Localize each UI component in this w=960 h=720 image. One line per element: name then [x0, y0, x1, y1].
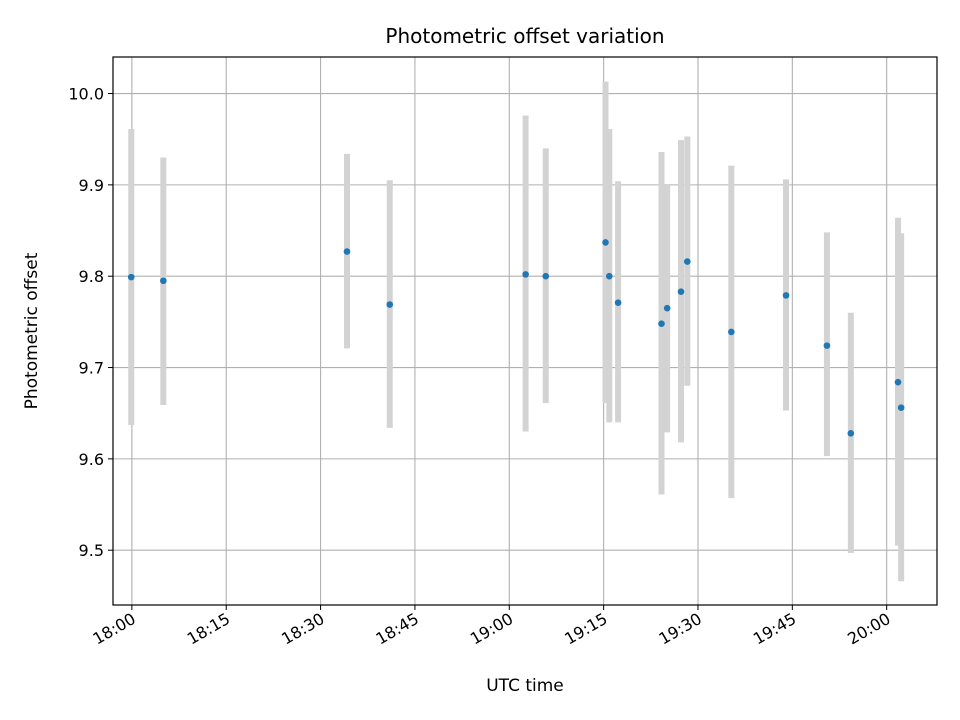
data-point [127, 273, 135, 281]
y-tick-label: 9.5 [79, 541, 104, 560]
data-point [897, 404, 905, 412]
data-point [658, 320, 665, 327]
y-tick-label: 9.6 [79, 450, 104, 469]
y-axis: 9.5 9.6 9.7 9.8 9.9 10.0 [68, 85, 113, 560]
y-tick-label: 9.8 [79, 267, 104, 286]
data-point [343, 248, 351, 255]
data-point [602, 239, 609, 246]
data-point [605, 272, 613, 280]
data-point [823, 342, 831, 349]
y-tick-label: 10.0 [68, 85, 104, 104]
data-point [614, 299, 622, 306]
y-tick-label: 9.7 [79, 359, 104, 378]
data-point [894, 378, 902, 386]
data-point [782, 292, 790, 299]
data-point [728, 328, 735, 336]
data-point [683, 258, 691, 265]
data-point [160, 277, 167, 285]
chart-title: Photometric offset variation [385, 24, 664, 48]
data-point [847, 429, 855, 437]
data-point [542, 272, 550, 280]
data-point [677, 288, 685, 296]
y-axis-title: Photometric offset [22, 252, 42, 409]
data-point [522, 271, 529, 278]
y-tick-label: 9.9 [79, 176, 104, 195]
data-point [386, 301, 394, 308]
plot-frame [112, 56, 938, 606]
data-point [663, 304, 671, 312]
x-axis-title: UTC time [486, 676, 564, 696]
data-points [127, 239, 905, 437]
